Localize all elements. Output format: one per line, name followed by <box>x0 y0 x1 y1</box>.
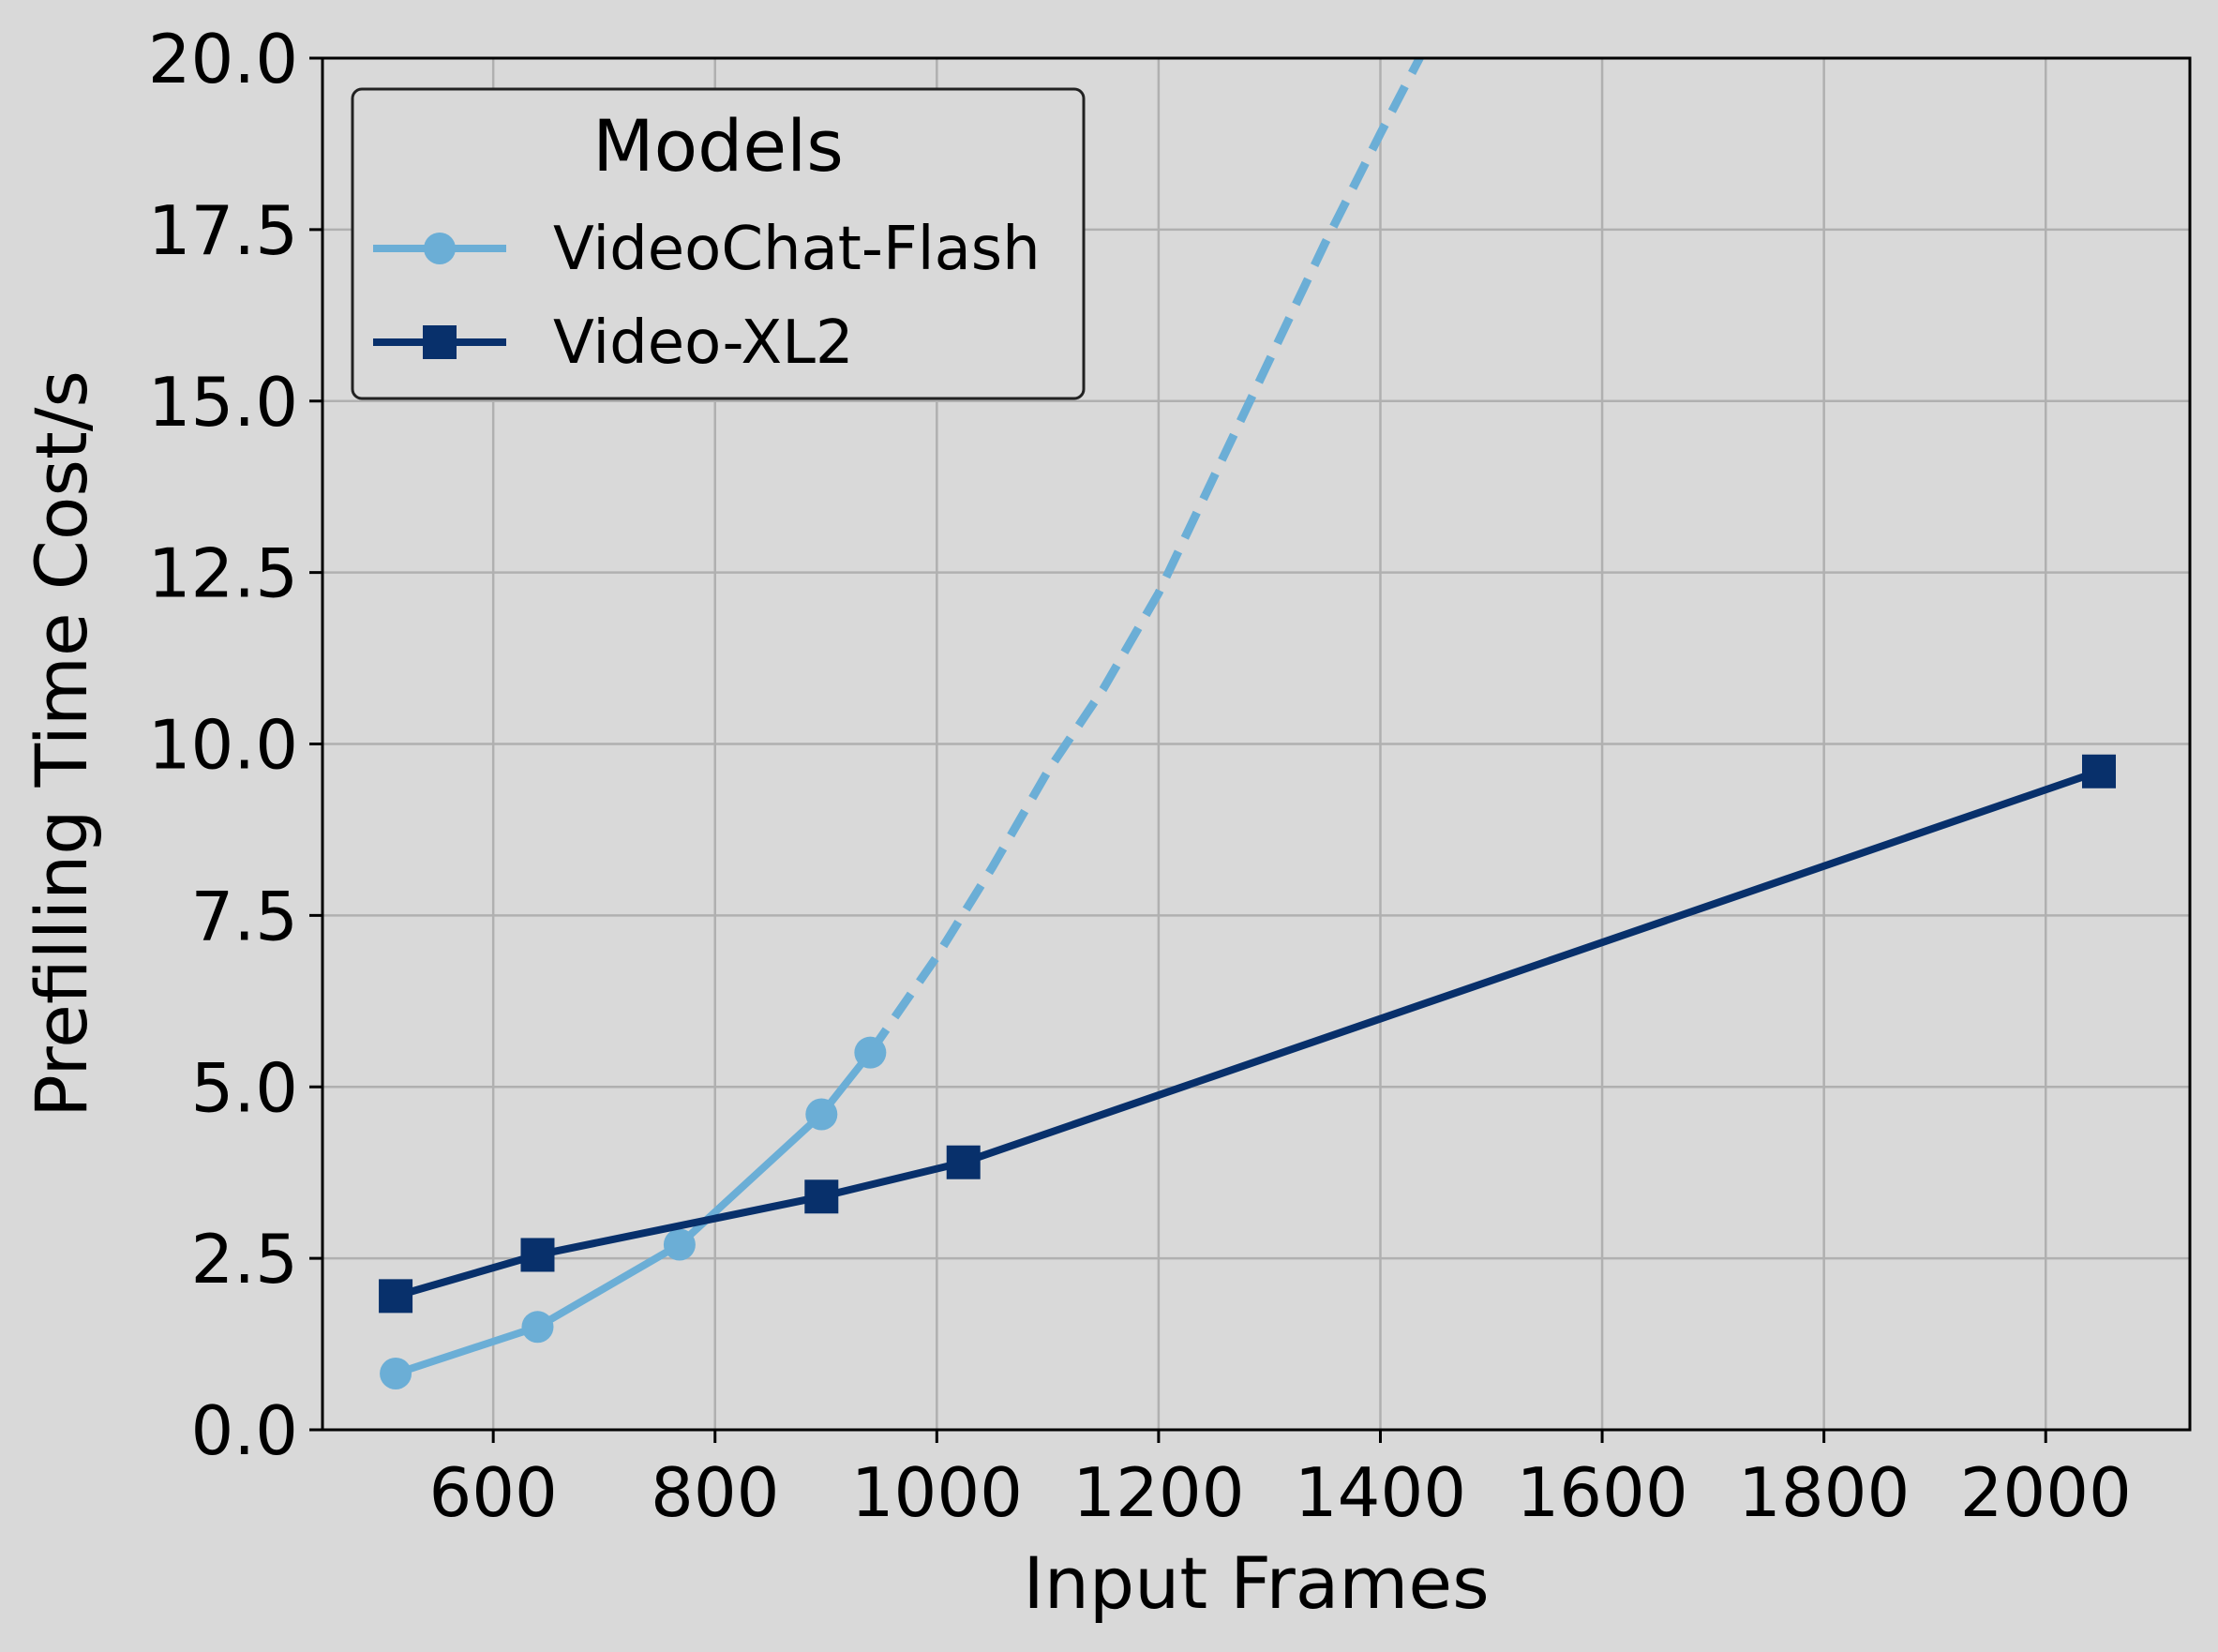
y-axis-label: Prefilling Time Cost/s <box>20 370 103 1118</box>
y-tick-label: 5.0 <box>190 1048 298 1127</box>
legend-label: VideoChat-Flash <box>553 215 1041 284</box>
data-point <box>946 1145 981 1179</box>
legend-marker <box>423 325 457 359</box>
data-point <box>663 1228 696 1261</box>
series-1 <box>379 754 2117 1314</box>
x-axis-label: Input Frames <box>1023 1541 1489 1625</box>
legend-box <box>351 87 1086 400</box>
data-point <box>804 1179 839 1214</box>
data-point <box>380 1358 412 1390</box>
legend-marker <box>424 233 456 264</box>
series-extrapolation-line <box>866 58 1425 1056</box>
data-point <box>2082 754 2117 788</box>
y-tick-label: 10.0 <box>148 706 298 785</box>
x-tick-label: 1600 <box>1516 1453 1687 1532</box>
x-tick-label: 800 <box>651 1453 779 1532</box>
y-tick-label: 0.0 <box>190 1391 298 1470</box>
legend-label: Video-XL2 <box>553 308 854 378</box>
series-layer <box>379 58 2117 1390</box>
legend: Models VideoChat-Flash Video-XL2 <box>351 87 1086 400</box>
y-tick-label: 15.0 <box>148 363 298 442</box>
data-point <box>379 1279 413 1314</box>
legend-entries: VideoChat-Flash Video-XL2 <box>373 215 1041 378</box>
y-tick-label: 2.5 <box>190 1220 298 1299</box>
x-tick-label: 1800 <box>1738 1453 1910 1532</box>
data-point <box>805 1098 838 1131</box>
data-point <box>521 1311 554 1344</box>
x-tick-label: 600 <box>428 1453 557 1532</box>
y-tick-label: 12.5 <box>148 534 298 613</box>
y-tick-label: 20.0 <box>148 20 298 98</box>
series-0 <box>380 58 1425 1390</box>
data-point <box>854 1036 887 1069</box>
x-axis: 600 800 1000 1200 1400 1600 1800 2000 <box>428 1430 2132 1532</box>
y-tick-label: 17.5 <box>148 191 298 270</box>
y-tick-label: 7.5 <box>190 877 298 955</box>
legend-entry: Video-XL2 <box>373 308 854 378</box>
data-point <box>520 1238 555 1272</box>
x-tick-label: 2000 <box>1960 1453 2132 1532</box>
x-tick-label: 1400 <box>1295 1453 1466 1532</box>
y-axis: 0.0 2.5 5.0 7.5 10.0 12.5 15.0 17.5 20.0 <box>148 20 322 1470</box>
x-tick-label: 1000 <box>851 1453 1023 1532</box>
legend-entry: VideoChat-Flash <box>373 215 1041 284</box>
legend-title: Models <box>592 104 844 188</box>
x-tick-label: 1200 <box>1072 1453 1244 1532</box>
